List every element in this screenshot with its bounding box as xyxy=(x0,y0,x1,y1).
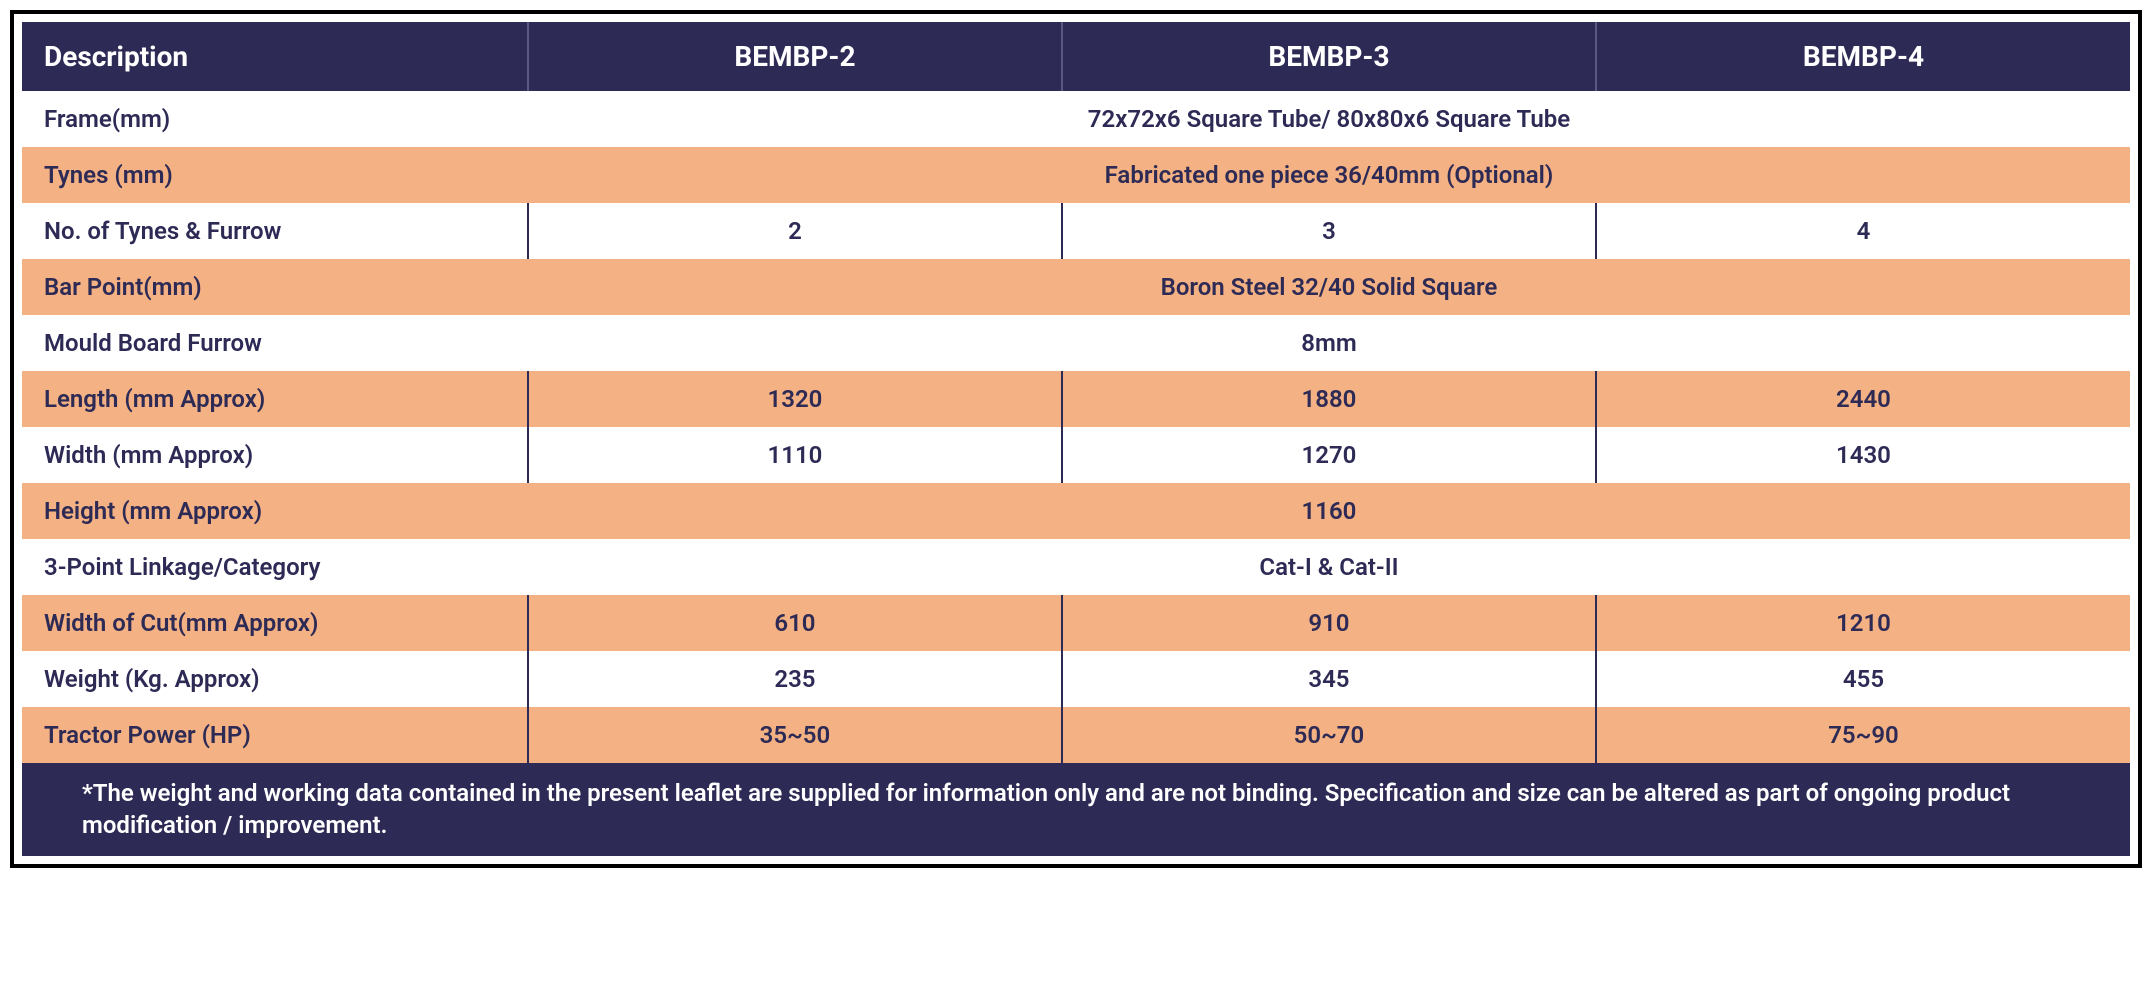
row-value: 1210 xyxy=(1596,595,2130,651)
row-label: Length (mm Approx) xyxy=(22,371,528,427)
row-label: Weight (Kg. Approx) xyxy=(22,651,528,707)
header-bembp-3: BEMBP-3 xyxy=(1062,22,1596,91)
row-value: 235 xyxy=(528,651,1062,707)
row-value-merged: 8mm xyxy=(528,315,2130,371)
row-label: 3-Point Linkage/Category xyxy=(22,539,528,595)
row-value: 1270 xyxy=(1062,427,1596,483)
row-label: Width (mm Approx) xyxy=(22,427,528,483)
table-row: Tynes (mm)Fabricated one piece 36/40mm (… xyxy=(22,147,2130,203)
row-value: 3 xyxy=(1062,203,1596,259)
row-value-merged: 1160 xyxy=(528,483,2130,539)
table-row: No. of Tynes & Furrow234 xyxy=(22,203,2130,259)
table-row: Mould Board Furrow8mm xyxy=(22,315,2130,371)
table-row: 3-Point Linkage/CategoryCat-I & Cat-II xyxy=(22,539,2130,595)
row-value: 35~50 xyxy=(528,707,1062,763)
row-value: 610 xyxy=(528,595,1062,651)
row-label: Bar Point(mm) xyxy=(22,259,528,315)
row-label: Mould Board Furrow xyxy=(22,315,528,371)
row-value: 1320 xyxy=(528,371,1062,427)
row-label: Width of Cut(mm Approx) xyxy=(22,595,528,651)
table-row: Width (mm Approx)111012701430 xyxy=(22,427,2130,483)
row-value-merged: Cat-I & Cat-II xyxy=(528,539,2130,595)
table-row: Height (mm Approx)1160 xyxy=(22,483,2130,539)
row-value: 75~90 xyxy=(1596,707,2130,763)
row-value: 345 xyxy=(1062,651,1596,707)
table-row: Length (mm Approx)132018802440 xyxy=(22,371,2130,427)
row-value-merged: Boron Steel 32/40 Solid Square xyxy=(528,259,2130,315)
row-value: 4 xyxy=(1596,203,2130,259)
row-label: Tractor Power (HP) xyxy=(22,707,528,763)
row-value: 2 xyxy=(528,203,1062,259)
row-value: 455 xyxy=(1596,651,2130,707)
row-value-merged: Fabricated one piece 36/40mm (Optional) xyxy=(528,147,2130,203)
table-row: Width of Cut(mm Approx)6109101210 xyxy=(22,595,2130,651)
header-description: Description xyxy=(22,22,528,91)
spec-table-container: Description BEMBP-2 BEMBP-3 BEMBP-4 Fram… xyxy=(10,10,2142,868)
table-row: Frame(mm)72x72x6 Square Tube/ 80x80x6 Sq… xyxy=(22,91,2130,147)
row-label: Frame(mm) xyxy=(22,91,528,147)
row-label: Height (mm Approx) xyxy=(22,483,528,539)
row-value-merged: 72x72x6 Square Tube/ 80x80x6 Square Tube xyxy=(528,91,2130,147)
spec-table: Description BEMBP-2 BEMBP-3 BEMBP-4 Fram… xyxy=(22,22,2130,856)
table-row: Tractor Power (HP)35~5050~7075~90 xyxy=(22,707,2130,763)
header-bembp-4: BEMBP-4 xyxy=(1596,22,2130,91)
table-row: Weight (Kg. Approx)235345455 xyxy=(22,651,2130,707)
table-row: Bar Point(mm)Boron Steel 32/40 Solid Squ… xyxy=(22,259,2130,315)
header-bembp-2: BEMBP-2 xyxy=(528,22,1062,91)
row-value: 50~70 xyxy=(1062,707,1596,763)
row-value: 2440 xyxy=(1596,371,2130,427)
row-value: 1880 xyxy=(1062,371,1596,427)
row-value: 910 xyxy=(1062,595,1596,651)
row-label: Tynes (mm) xyxy=(22,147,528,203)
footer-note: *The weight and working data contained i… xyxy=(22,763,2130,856)
table-footer-row: *The weight and working data contained i… xyxy=(22,763,2130,856)
row-value: 1110 xyxy=(528,427,1062,483)
row-value: 1430 xyxy=(1596,427,2130,483)
row-label: No. of Tynes & Furrow xyxy=(22,203,528,259)
table-body: Frame(mm)72x72x6 Square Tube/ 80x80x6 Sq… xyxy=(22,91,2130,856)
table-header: Description BEMBP-2 BEMBP-3 BEMBP-4 xyxy=(22,22,2130,91)
